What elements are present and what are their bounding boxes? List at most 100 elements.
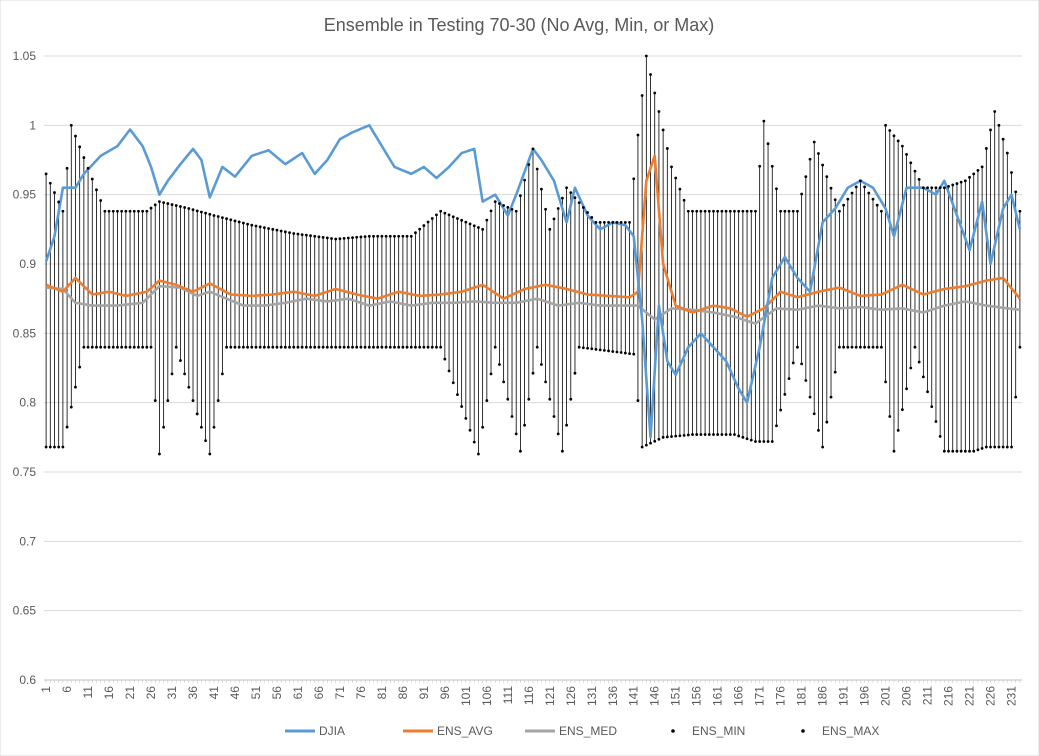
marker-ens-min [351, 345, 354, 349]
marker-ens-max [506, 206, 510, 209]
marker-ens-min [430, 345, 434, 349]
marker-ens-max [900, 144, 904, 148]
x-tick-label: 106 [480, 686, 494, 706]
marker-ens-max [376, 234, 380, 238]
marker-ens-min [573, 371, 577, 375]
marker-ens-max [615, 221, 619, 224]
marker-ens-min [519, 449, 522, 453]
marker-ens-max [691, 209, 694, 213]
marker-ens-max [707, 209, 711, 213]
marker-ens-max [292, 232, 296, 235]
marker-ens-max [103, 209, 107, 213]
marker-ens-min [451, 381, 455, 385]
marker-ens-max [879, 209, 883, 213]
marker-ens-max [745, 209, 749, 213]
x-tick-label: 226 [984, 686, 998, 706]
marker-ens-min [812, 412, 816, 416]
marker-ens-min [989, 445, 992, 449]
marker-ens-max [611, 221, 615, 224]
marker-ens-max [460, 218, 464, 222]
marker-ens-max [594, 221, 598, 224]
marker-ens-min [376, 345, 380, 349]
x-tick-label: 161 [711, 686, 725, 706]
marker-ens-max [149, 206, 153, 210]
legend-label: ENS_AVG [437, 724, 493, 738]
marker-ens-min [258, 345, 262, 349]
marker-ens-max [640, 94, 644, 97]
marker-ens-max [804, 175, 808, 179]
marker-ens-max [283, 230, 287, 234]
x-tick-label: 156 [690, 686, 704, 706]
marker-ens-min [913, 345, 917, 349]
marker-ens-min [888, 415, 892, 418]
x-tick-label: 221 [963, 686, 977, 706]
marker-ens-max [502, 204, 506, 207]
marker-ens-min [464, 416, 468, 420]
marker-ens-min [367, 345, 371, 349]
marker-ens-max [111, 209, 115, 213]
marker-ens-max [409, 234, 413, 238]
y-tick-label: 0.8 [19, 396, 36, 410]
marker-ens-max [892, 134, 896, 138]
marker-ens-min [896, 429, 900, 432]
marker-ens-max [141, 209, 145, 213]
marker-ens-min [317, 345, 321, 349]
marker-ens-min [187, 385, 191, 389]
marker-ens-min [871, 345, 875, 349]
x-tick-label: 36 [186, 686, 200, 700]
x-tick-label: 91 [417, 686, 431, 700]
marker-ens-max [917, 178, 921, 181]
marker-ens-max [367, 234, 371, 238]
marker-ens-min [682, 433, 686, 437]
marker-ens-max [145, 209, 149, 213]
marker-ens-max [737, 209, 741, 213]
marker-ens-min [1005, 445, 1009, 449]
marker-ens-min [372, 345, 375, 349]
marker-ens-max [183, 206, 187, 209]
marker-ens-max [754, 209, 757, 213]
marker-ens-max [930, 186, 934, 190]
marker-ens-max [619, 221, 623, 224]
marker-ens-min [565, 423, 568, 427]
x-tick-label: 51 [249, 686, 263, 700]
marker-ens-max [712, 209, 715, 213]
marker-ens-min [1010, 445, 1013, 449]
marker-ens-max [817, 152, 820, 155]
marker-ens-min [938, 434, 942, 438]
marker-ens-min [615, 350, 619, 354]
marker-ens-min [527, 397, 531, 401]
marker-ens-max [456, 217, 459, 220]
marker-ens-min [523, 423, 527, 427]
marker-ens-max [258, 225, 262, 229]
marker-ens-min [195, 412, 199, 416]
legend-label: ENS_MED [559, 724, 617, 738]
marker-ens-min [531, 371, 535, 375]
x-tick-label: 21 [123, 686, 137, 700]
marker-ens-min [208, 452, 212, 456]
marker-ens-max [405, 234, 409, 238]
marker-ens-min [993, 445, 997, 449]
marker-ens-min [506, 397, 510, 401]
marker-ens-max [107, 209, 111, 213]
marker-ens-max [397, 234, 401, 238]
marker-ens-min [854, 345, 858, 349]
marker-ens-max [657, 110, 661, 113]
marker-ens-max [921, 186, 925, 190]
marker-ens-max [262, 226, 266, 230]
marker-ens-min [53, 445, 56, 449]
marker-ens-max [82, 156, 86, 159]
marker-ens-min [535, 345, 539, 349]
x-tick-label: 176 [774, 686, 788, 706]
x-tick-label: 216 [942, 686, 956, 706]
marker-ens-max [162, 201, 166, 204]
marker-ens-max [749, 209, 753, 213]
x-tick-label: 131 [585, 686, 599, 706]
marker-ens-max [246, 222, 249, 226]
marker-ens-max [636, 133, 640, 137]
x-tick-label: 56 [270, 686, 284, 700]
marker-ens-max [120, 209, 124, 213]
marker-ens-max [300, 233, 304, 237]
marker-ens-min [968, 449, 971, 453]
legend: DJIA ENS_AVG ENS_MED ENS_MIN ENS_MAX [285, 724, 879, 738]
